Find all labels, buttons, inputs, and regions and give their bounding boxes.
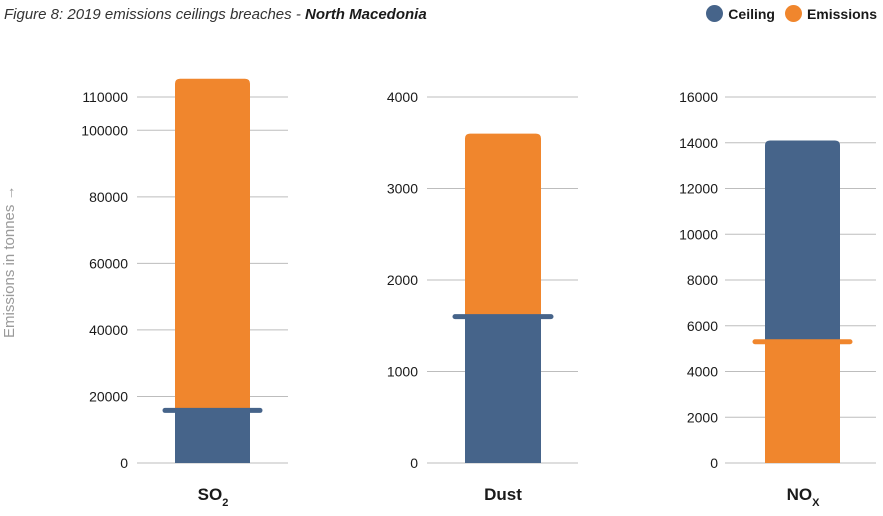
legend-label-ceiling: Ceiling — [728, 5, 775, 22]
legend-label-emissions: Emissions — [806, 5, 877, 22]
y-tick-label: 110000 — [82, 89, 128, 105]
chart-title: Figure 8: 2019 emissions ceilings breach… — [4, 6, 427, 23]
y-tick-label: 4000 — [687, 364, 718, 380]
y-tick-label: 14000 — [679, 135, 718, 151]
title-prefix: Figure 8: 2019 emissions ceilings breach… — [4, 6, 305, 23]
category-label-dust: Dust — [484, 485, 522, 504]
y-tick-label: 3000 — [387, 181, 418, 197]
emissions-bar-nox — [765, 341, 840, 463]
y-tick-label: 0 — [410, 455, 418, 471]
y-tick-label: 2000 — [387, 272, 418, 288]
chart-panel-so2: 0 20000 40000 60000 80000 100000 110000 SO2 — [81, 78, 288, 509]
y-tick-label: 60000 — [89, 255, 128, 271]
y-tick-label: 20000 — [89, 388, 128, 404]
y-axis-label: Emissions in tonnes → — [1, 185, 18, 338]
y-tick-label: 100000 — [81, 122, 128, 138]
chart-panel-dust: 0 1000 2000 3000 4000 Dust — [387, 89, 578, 504]
legend-swatch-ceiling — [706, 5, 724, 22]
legend-item-ceiling: Ceiling — [706, 5, 775, 22]
y-tick-label: 10000 — [679, 226, 718, 242]
chart-panel-nox: 0 2000 4000 6000 8000 10000 12000 14000 16000 NOX — [679, 89, 876, 509]
y-tick-label: 8000 — [687, 272, 718, 288]
legend: Ceiling Emissions — [706, 5, 877, 22]
title-country: North Macedonia — [304, 6, 427, 23]
y-tick-label: 2000 — [687, 409, 718, 425]
y-tick-label: 0 — [120, 455, 128, 471]
legend-swatch-emissions — [784, 5, 802, 22]
legend-item-emissions: Emissions — [784, 5, 877, 22]
y-tick-label: 0 — [710, 455, 718, 471]
y-tick-label: 16000 — [679, 89, 718, 105]
y-tick-label: 12000 — [679, 181, 718, 197]
y-tick-label: 80000 — [89, 189, 128, 205]
y-tick-label: 40000 — [89, 322, 128, 338]
category-label-so2: SO2 — [198, 485, 229, 509]
emissions-bar-so2 — [175, 78, 250, 463]
y-tick-label: 6000 — [687, 318, 718, 334]
y-tick-label: 1000 — [387, 364, 418, 380]
ceiling-bar-dust — [465, 316, 541, 463]
category-label-nox: NOX — [787, 485, 821, 509]
ceiling-bar-so2 — [175, 410, 250, 463]
y-tick-label: 4000 — [387, 89, 418, 105]
